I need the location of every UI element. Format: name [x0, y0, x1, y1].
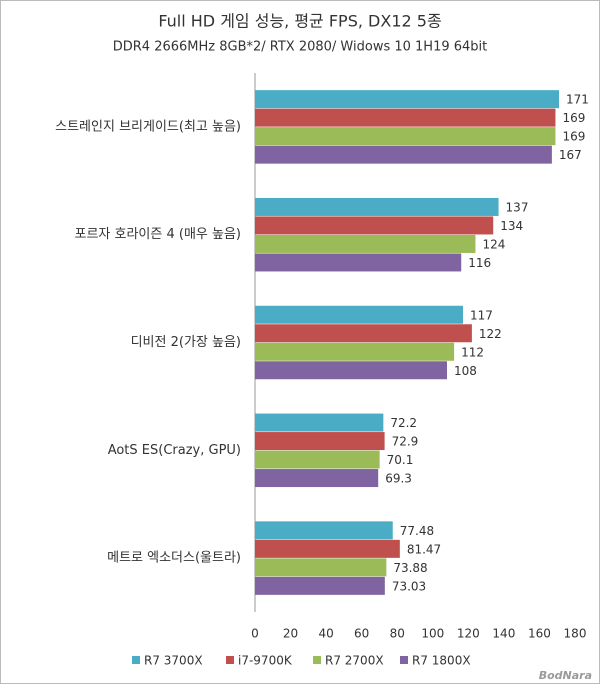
bar [255, 413, 384, 432]
legend-swatch [132, 656, 140, 664]
bar [255, 521, 393, 540]
value-label: 70.1 [387, 453, 414, 467]
value-label: 171 [566, 93, 589, 107]
value-label: 117 [470, 308, 493, 322]
x-tick-label: 140 [492, 627, 515, 641]
x-tick-label: 40 [318, 627, 333, 641]
value-label: 72.9 [392, 435, 419, 449]
x-tick-label: 60 [354, 627, 369, 641]
bar [255, 108, 556, 127]
legend-swatch [313, 656, 321, 664]
x-tick-label: 100 [421, 627, 444, 641]
value-label: 169 [562, 130, 585, 144]
value-label: 81.47 [407, 542, 441, 556]
value-label: 77.48 [400, 524, 434, 538]
bar [255, 253, 462, 272]
value-label: 73.88 [393, 561, 427, 575]
bar [255, 145, 552, 164]
bar [255, 342, 455, 361]
value-label: 73.03 [392, 579, 426, 593]
value-label: 112 [461, 345, 484, 359]
bar [255, 361, 447, 380]
bar [255, 305, 463, 324]
value-label: 116 [468, 256, 491, 270]
value-label: 124 [482, 237, 505, 251]
bar [255, 90, 559, 109]
value-label: 122 [479, 327, 502, 341]
bar [255, 558, 387, 577]
legend-swatch [226, 656, 234, 664]
bar [255, 450, 380, 469]
legend-label: R7 3700X [144, 654, 203, 668]
bar [255, 469, 379, 488]
value-label: 169 [562, 111, 585, 125]
legend-label: i7-9700K [238, 654, 293, 668]
y-tick-label: AotS ES(Crazy, GPU) [108, 443, 241, 458]
bar [255, 127, 556, 146]
value-label: 167 [559, 148, 582, 162]
bar [255, 216, 494, 235]
bar [255, 576, 385, 595]
value-label: 137 [506, 200, 529, 214]
bar [255, 197, 499, 216]
bar [255, 324, 472, 343]
bar [255, 234, 476, 253]
legend-swatch [400, 656, 408, 664]
x-tick-label: 120 [457, 627, 480, 641]
legend-label: R7 2700X [325, 654, 384, 668]
watermark: BodNara [539, 669, 592, 682]
y-tick-label: 포르자 호라이즌 4 (매우 높음) [74, 227, 241, 242]
x-tick-label: 80 [390, 627, 405, 641]
x-tick-label: 20 [283, 627, 298, 641]
x-tick-label: 160 [528, 627, 551, 641]
y-tick-label: 메트로 엑소더스(울트라) [107, 551, 241, 566]
x-tick-label: 0 [251, 627, 259, 641]
value-label: 134 [500, 219, 523, 233]
y-tick-label: 디비전 2(가장 높음) [131, 335, 241, 350]
value-label: 72.2 [390, 416, 417, 430]
bar [255, 432, 385, 451]
legend-label: R7 1800X [412, 654, 471, 668]
value-label: 69.3 [385, 472, 412, 486]
x-tick-label: 180 [564, 627, 587, 641]
value-label: 108 [454, 364, 477, 378]
y-tick-label: 스트레인지 브리게이드(최고 높음) [55, 119, 241, 134]
bar [255, 539, 400, 558]
chart-title: Full HD 게임 성능, 평균 FPS, DX12 5종 [158, 12, 441, 31]
chart-subtitle: DDR4 2666MHz 8GB*2/ RTX 2080/ Widows 10 … [113, 40, 488, 55]
